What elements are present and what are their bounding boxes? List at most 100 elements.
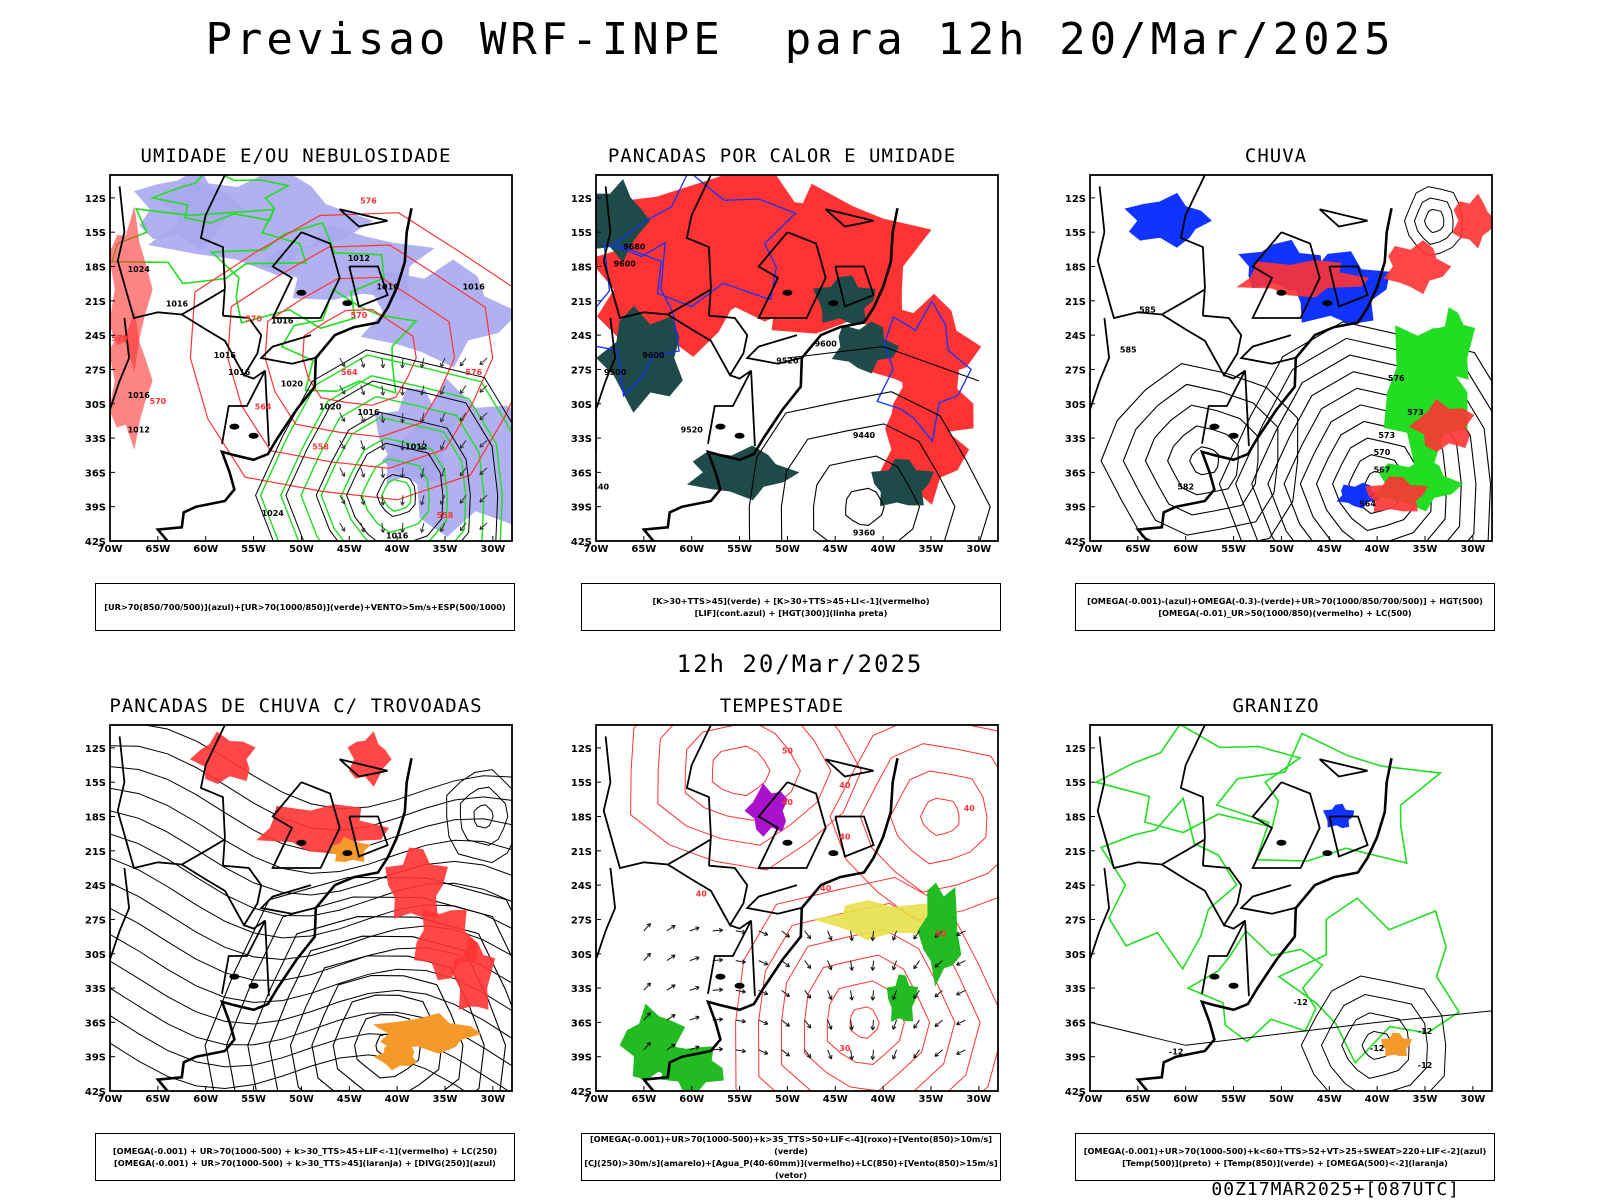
wind-vector <box>913 930 920 940</box>
lon-label: 55W <box>727 544 752 555</box>
streamline <box>110 787 512 874</box>
coastline-east <box>1135 757 1393 1091</box>
wind-area <box>661 1045 724 1091</box>
lake-mark <box>1322 300 1333 307</box>
lon-label: 50W <box>1269 544 1294 555</box>
contour-label: 582 <box>1177 483 1194 492</box>
lake-mark <box>1276 289 1287 296</box>
map-layers: 50 40 40 40 40 50 40 30 40 <box>596 725 998 1091</box>
lon-label: 65W <box>631 544 656 555</box>
streamline <box>225 896 512 1091</box>
wind-vector <box>804 930 812 940</box>
wind-vector <box>934 930 943 938</box>
border-line <box>1319 758 1368 778</box>
wind-vector <box>849 930 854 942</box>
lat-label: 39S <box>571 503 592 514</box>
contour-label: 9600 <box>815 340 838 349</box>
lake-mark <box>1276 839 1287 846</box>
wind-arrow <box>380 467 386 479</box>
wind-vector <box>735 959 746 965</box>
wind-vector <box>689 956 700 962</box>
border-line <box>1244 370 1250 447</box>
lon-label: 70W <box>98 544 123 555</box>
lake-mark <box>782 839 793 846</box>
wind-arrow <box>440 522 446 533</box>
wind-vector <box>804 960 812 970</box>
wind-arrow <box>440 467 446 478</box>
lon-label: 50W <box>775 544 800 555</box>
lon-label: 70W <box>1078 1094 1103 1105</box>
red-area <box>1365 476 1428 512</box>
panel-title: TEMPESTADE <box>719 695 845 717</box>
lc-contour <box>919 797 960 836</box>
temp500-contour <box>1341 1012 1410 1079</box>
border-line <box>757 231 827 319</box>
wind-vector <box>643 1012 652 1021</box>
wind-arrow <box>420 522 425 533</box>
panel-pancadas-calor: PANCADAS POR CALOR E UMIDADE 9680 9600 960… <box>562 145 1002 635</box>
coastline-east <box>641 757 899 1091</box>
wind-arrow <box>360 412 366 423</box>
border-line <box>1090 867 1111 1003</box>
border-line <box>1201 919 1246 994</box>
contour-label: 30 <box>839 1044 851 1053</box>
legend-line: [OMEGA(-0.001) + UR>70(1000-500) + k>30_… <box>112 1146 498 1156</box>
contour-label: 440 <box>592 483 609 492</box>
border-line <box>1179 725 1206 866</box>
lat-label: 15S <box>85 778 106 789</box>
lc-contour <box>657 725 832 846</box>
lon-label: 35W <box>433 544 458 555</box>
teal-area <box>596 305 683 413</box>
jet-area <box>812 900 943 941</box>
lat-label: 21S <box>1065 297 1086 308</box>
wind-arrow <box>339 440 346 450</box>
teal-area <box>686 445 800 501</box>
green-contour <box>280 375 504 541</box>
map-tempestade: 50 40 40 40 40 50 40 30 40 12S 15S 18S 21S 24S 27S 30S 3… <box>562 723 1002 1123</box>
lon-label: 60W <box>193 1094 218 1105</box>
red-area <box>1452 193 1492 249</box>
lon-label: 60W <box>193 544 218 555</box>
plot-frame <box>1089 724 1493 1092</box>
lake-mark <box>248 982 259 989</box>
contour-label: 1024 <box>128 265 151 274</box>
lat-label: 33S <box>571 434 592 445</box>
contour-label: 9360 <box>853 528 876 537</box>
contour-label: 573 <box>1378 431 1395 440</box>
streamline <box>354 1014 421 1079</box>
lat-label: 12S <box>1065 194 1086 205</box>
border-line <box>834 265 875 308</box>
wind-vector <box>827 990 833 1000</box>
panel-umidade: UMIDADE E/OU NEBULOSIDADE 1024 1016 1016 10… <box>76 145 516 635</box>
wind-arrow <box>400 440 405 451</box>
lon-label: 45W <box>337 1094 362 1105</box>
wind-area <box>886 974 919 1022</box>
map-pancadas-trovoadas: 12S 15S 18S 21S 24S 27S 30S 33S 36S 39S 42S 70W 65W 6… <box>76 723 516 1123</box>
green-contour <box>381 478 412 512</box>
red-speckle <box>110 311 153 450</box>
border-line <box>264 370 270 447</box>
wind-arrow <box>420 412 425 423</box>
border-line <box>1239 334 1296 365</box>
lat-label: 21S <box>85 847 106 858</box>
contour-label: 1020 <box>319 402 342 411</box>
lat-label: 27S <box>571 365 592 376</box>
panel-chuva: CHUVA 576 573 573 570 567 564 582 585 585 12S 15S 1… <box>1056 145 1496 635</box>
contour-label: 1016 <box>271 317 294 326</box>
wind-vector <box>781 1019 790 1027</box>
lat-label: 27S <box>85 365 106 376</box>
border-line <box>110 317 131 453</box>
pressure-contour <box>376 473 416 518</box>
wind-vector <box>913 1019 920 1029</box>
lon-label: 35W <box>919 1094 944 1105</box>
lon-label: 35W <box>919 544 944 555</box>
lon-label: 30W <box>966 544 991 555</box>
lon-label: 55W <box>1221 1094 1246 1105</box>
lon-label: 30W <box>1460 544 1485 555</box>
contour-label: 576 <box>1388 374 1405 383</box>
thickness-contour <box>302 308 417 406</box>
footer-timestamp: 00Z17MAR2025+[087UTC] <box>1211 1179 1460 1200</box>
